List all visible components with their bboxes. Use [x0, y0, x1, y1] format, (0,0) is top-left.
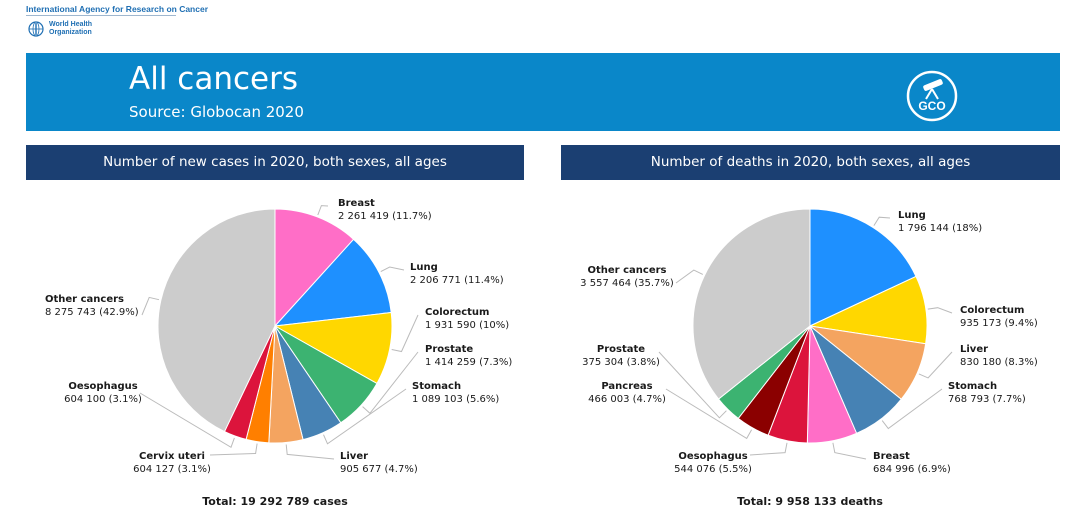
cases-label-colorectum: Colorectum: [425, 307, 489, 318]
cases-leader-other-cancers: [141, 296, 160, 316]
cases-value-cervix-uteri: 604 127 (3.1%): [133, 464, 211, 475]
cases-label-prostate: Prostate: [425, 344, 473, 355]
who-line-1: World Health: [49, 21, 93, 28]
cases-leader-oesophagus: [139, 392, 235, 449]
cases-chart-title: Number of new cases in 2020, both sexes,…: [26, 145, 524, 180]
deaths-pie-chart: Lung 1 796 144 (18%) Colorectum 935 173 (9.…: [580, 208, 1038, 508]
cases-leader-stomach: [323, 388, 407, 445]
who-name: World Health Organization: [49, 21, 92, 36]
cases-value-breast: 2 261 419 (11.7%): [338, 211, 432, 222]
deaths-leader-stomach: [881, 388, 943, 430]
cases-label-breast: Breast: [338, 198, 375, 209]
cases-leader-cervix-uteri: [209, 443, 258, 456]
deaths-leader-lung: [873, 216, 891, 226]
who-emblem-icon: [28, 21, 44, 37]
cases-label-cervix-uteri: Cervix uteri: [139, 451, 205, 462]
cases-value-other-cancers: 8 275 743 (42.9%): [45, 307, 139, 318]
deaths-total: Total: 9 958 133 deaths: [737, 495, 883, 508]
cases-value-lung: 2 206 771 (11.4%): [410, 275, 504, 286]
cases-leader-colorectum: [391, 314, 419, 353]
deaths-label-prostate: Prostate: [597, 344, 645, 355]
cases-slice-colorectum[interactable]: [273, 311, 393, 385]
deaths-leader-colorectum: [927, 307, 953, 314]
deaths-value-colorectum: 935 173 (9.4%): [960, 318, 1038, 329]
cases-leader-prostate: [362, 351, 419, 415]
title-banner: All cancers Source: Globocan 2020 GCO: [26, 53, 1060, 131]
deaths-leader-oesophagus: [749, 442, 788, 456]
cases-pie-chart: Breast 2 261 419 (11.7%) Lung 2 206 771 (11…: [45, 198, 512, 508]
deaths-value-oesophagus: 544 076 (5.5%): [674, 464, 752, 475]
deaths-label-lung: Lung: [898, 210, 926, 221]
deaths-slice-lung[interactable]: [809, 208, 917, 327]
deaths-value-stomach: 768 793 (7.7%): [948, 394, 1026, 405]
deaths-value-breast: 684 996 (6.9%): [873, 464, 951, 475]
deaths-chart-title: Number of deaths in 2020, both sexes, al…: [561, 145, 1060, 180]
deaths-leader-other-cancers: [675, 269, 704, 284]
cases-leader-lung: [380, 266, 405, 273]
cases-leader-liver: [285, 444, 335, 460]
header-divider: [26, 15, 176, 16]
deaths-value-pancreas: 466 003 (4.7%): [588, 394, 666, 405]
deaths-label-breast: Breast: [873, 451, 910, 462]
cases-value-liver: 905 677 (4.7%): [340, 464, 418, 475]
deaths-leader-prostate: [658, 351, 727, 419]
deaths-value-prostate: 375 304 (3.8%): [582, 357, 660, 368]
deaths-value-other-cancers: 3 557 464 (35.7%): [580, 278, 674, 289]
cases-leader-breast: [317, 205, 329, 216]
cases-label-lung: Lung: [410, 262, 438, 273]
deaths-leader-liver: [918, 351, 953, 379]
deaths-label-other-cancers: Other cancers: [588, 265, 667, 276]
cases-slice-breast[interactable]: [274, 208, 355, 328]
deaths-leader-pancreas: [665, 388, 753, 440]
who-line-2: Organization: [49, 28, 92, 36]
page-subtitle: Source: Globocan 2020: [129, 103, 304, 121]
cases-value-stomach: 1 089 103 (5.6%): [412, 394, 499, 405]
cases-slice-lung[interactable]: [273, 238, 392, 327]
gco-logo-icon: GCO: [906, 70, 958, 122]
gco-logo-text: GCO: [918, 99, 945, 113]
cases-value-prostate: 1 414 259 (7.3%): [425, 357, 512, 368]
deaths-label-oesophagus: Oesophagus: [678, 451, 747, 462]
cases-label-oesophagus: Oesophagus: [68, 381, 137, 392]
page-title: All cancers: [129, 61, 298, 97]
cases-label-liver: Liver: [340, 451, 368, 462]
deaths-label-pancreas: Pancreas: [601, 381, 652, 392]
deaths-slice-other-cancers[interactable]: [692, 208, 811, 400]
agency-name: International Agency for Research on Can…: [26, 4, 209, 14]
deaths-label-colorectum: Colorectum: [960, 305, 1024, 316]
cases-slice-other-cancers[interactable]: [157, 208, 276, 433]
deaths-leader-breast: [832, 442, 867, 460]
cases-label-stomach: Stomach: [412, 381, 461, 392]
deaths-value-liver: 830 180 (8.3%): [960, 357, 1038, 368]
deaths-label-stomach: Stomach: [948, 381, 997, 392]
cases-label-other-cancers: Other cancers: [45, 294, 124, 305]
deaths-value-lung: 1 796 144 (18%): [898, 223, 982, 234]
cases-value-colorectum: 1 931 590 (10%): [425, 320, 509, 331]
cases-total: Total: 19 292 789 cases: [202, 495, 348, 508]
cases-value-oesophagus: 604 100 (3.1%): [64, 394, 142, 405]
deaths-label-liver: Liver: [960, 344, 988, 355]
